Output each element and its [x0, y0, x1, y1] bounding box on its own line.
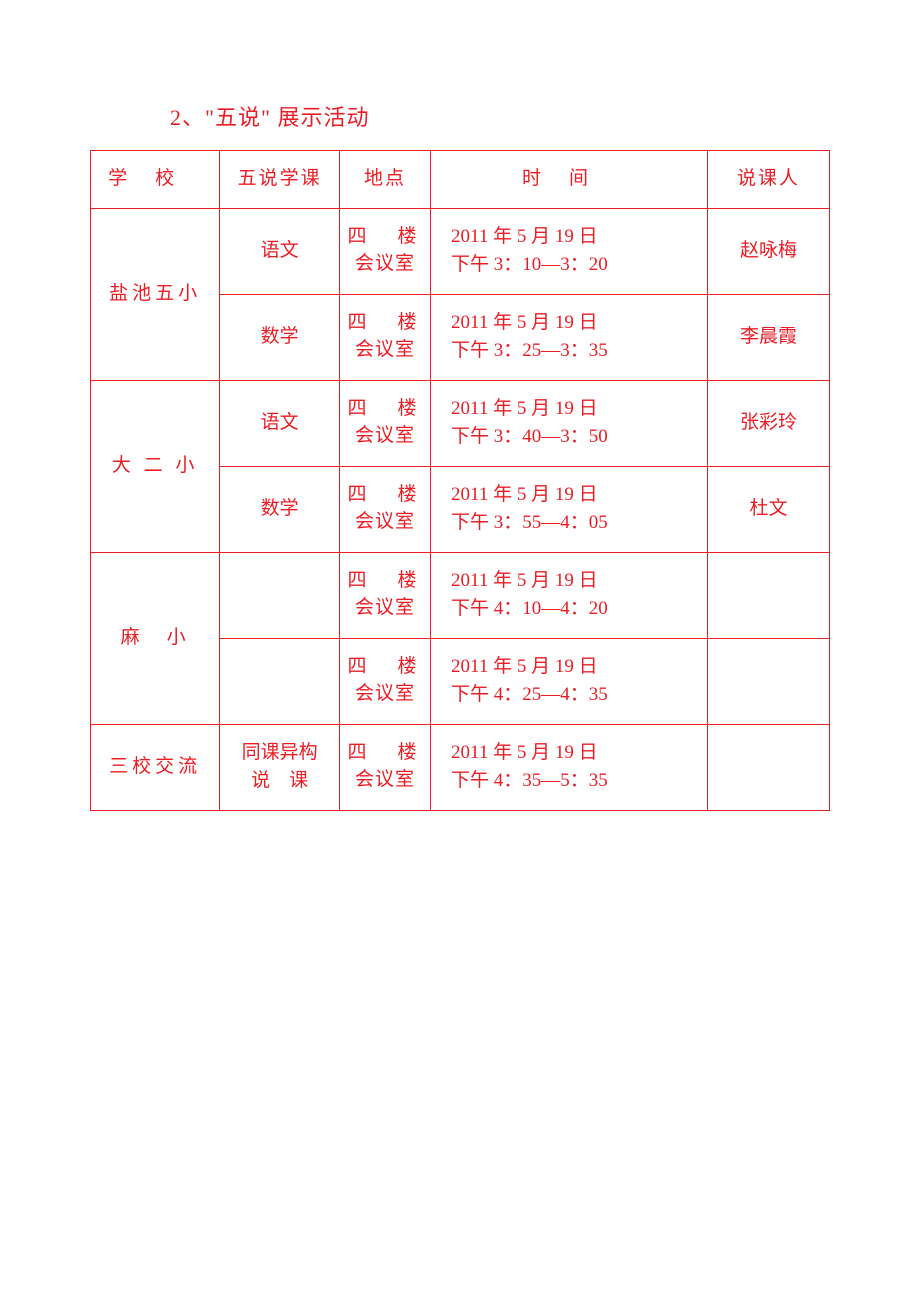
section-title: 2、"五说" 展示活动 [170, 100, 830, 132]
speaker-cell: 张彩玲 [708, 380, 830, 466]
location-cell: 四 楼会议室 [340, 552, 431, 638]
table-header-row: 学校 五说学课 地点 时间 说课人 [91, 151, 830, 209]
speaker-cell [708, 638, 830, 724]
time-cell: 2011 年 5 月 19 日下午 3：55—4：05 [431, 466, 708, 552]
school-cell: 大 二 小 [91, 380, 220, 552]
speaker-cell: 李晨霞 [708, 294, 830, 380]
header-time: 时间 [431, 151, 708, 209]
location-cell: 四 楼会议室 [340, 724, 431, 810]
header-school: 学校 [91, 151, 220, 209]
subject-cell [220, 638, 340, 724]
subject-cell: 语文 [220, 380, 340, 466]
speaker-cell: 赵咏梅 [708, 208, 830, 294]
location-cell: 四 楼会议室 [340, 638, 431, 724]
school-cell: 盐池五小 [91, 208, 220, 380]
location-cell: 四 楼会议室 [340, 466, 431, 552]
time-cell: 2011 年 5 月 19 日下午 4：25—4：35 [431, 638, 708, 724]
speaker-cell [708, 552, 830, 638]
time-cell: 2011 年 5 月 19 日下午 4：10—4：20 [431, 552, 708, 638]
time-cell: 2011 年 5 月 19 日下午 3：40—3：50 [431, 380, 708, 466]
table-row: 盐池五小 语文 四 楼会议室 2011 年 5 月 19 日下午 3：10—3：… [91, 208, 830, 294]
header-subject: 五说学课 [220, 151, 340, 209]
location-cell: 四 楼会议室 [340, 294, 431, 380]
table-row: 大 二 小 语文 四 楼会议室 2011 年 5 月 19 日下午 3：40—3… [91, 380, 830, 466]
subject-cell: 数学 [220, 294, 340, 380]
location-cell: 四 楼会议室 [340, 208, 431, 294]
schedule-table: 学校 五说学课 地点 时间 说课人 盐池五小 语文 四 楼会议室 2011 年 … [90, 150, 830, 811]
header-speaker: 说课人 [708, 151, 830, 209]
subject-cell [220, 552, 340, 638]
school-cell: 麻 小 [91, 552, 220, 724]
subject-cell: 数学 [220, 466, 340, 552]
table-row: 麻 小 四 楼会议室 2011 年 5 月 19 日下午 4：10—4：20 [91, 552, 830, 638]
table-row: 三校交流 同课异构说 课 四 楼会议室 2011 年 5 月 19 日下午 4：… [91, 724, 830, 810]
speaker-cell: 杜文 [708, 466, 830, 552]
time-cell: 2011 年 5 月 19 日下午 3：25—3：35 [431, 294, 708, 380]
subject-cell: 同课异构说 课 [220, 724, 340, 810]
speaker-cell [708, 724, 830, 810]
time-cell: 2011 年 5 月 19 日下午 3：10—3：20 [431, 208, 708, 294]
location-cell: 四 楼会议室 [340, 380, 431, 466]
subject-cell: 语文 [220, 208, 340, 294]
school-cell: 三校交流 [91, 724, 220, 810]
time-cell: 2011 年 5 月 19 日下午 4：35—5：35 [431, 724, 708, 810]
header-location: 地点 [340, 151, 431, 209]
